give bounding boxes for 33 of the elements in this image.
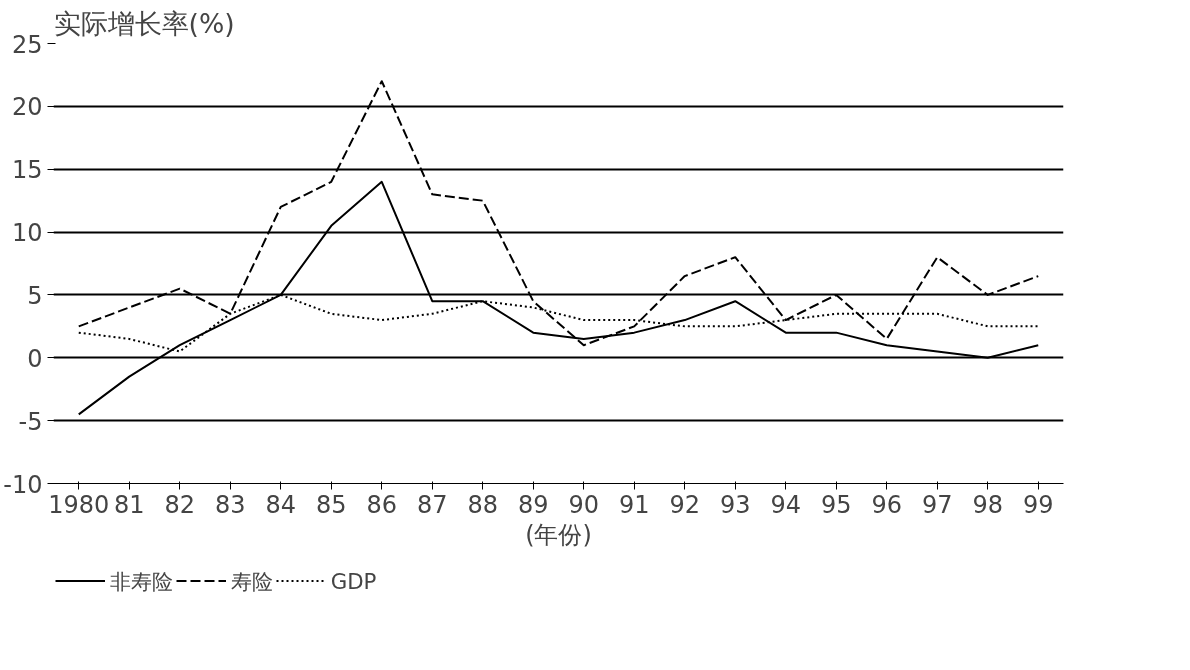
x-tick-label: 92 (669, 490, 701, 519)
x-tick-label: 86 (366, 490, 398, 519)
legend-label: GDP (330, 568, 377, 593)
y-tick-label: 25 (11, 30, 43, 59)
y-tick-label: 15 (11, 156, 43, 185)
x-tick-label: 81 (113, 490, 145, 519)
y-tick-label: -10 (3, 470, 43, 499)
legend-label: 非寿险 (109, 567, 173, 595)
x-tick-label: 91 (618, 490, 650, 519)
x-tick-label: 93 (719, 490, 751, 519)
x-tick-label: 98 (972, 490, 1004, 519)
x-axis-title: (年份) (525, 520, 592, 549)
x-tick-label: 96 (871, 490, 903, 519)
y-tick-label: 5 (27, 281, 43, 310)
x-tick-label: 90 (568, 490, 600, 519)
y-tick-label: 0 (27, 344, 43, 373)
y-tick-label: 20 (11, 93, 43, 122)
x-tick-label: 97 (921, 490, 953, 519)
x-tick-label: 1980 (48, 490, 110, 519)
x-tick-label: 94 (770, 490, 802, 519)
x-tick-label: 82 (164, 490, 196, 519)
y-tick-label: 10 (11, 219, 43, 248)
y-axis-title: 实际增长率(%) (53, 7, 235, 39)
x-tick-label: 85 (315, 490, 347, 519)
x-tick-label: 87 (416, 490, 448, 519)
x-tick-label: 84 (265, 490, 297, 519)
x-tick-label: 99 (1022, 490, 1054, 519)
x-tick-label: 89 (517, 490, 549, 519)
x-tick-label: 83 (214, 490, 246, 519)
x-tick-label: 95 (820, 490, 852, 519)
x-tick-label: 88 (467, 490, 499, 519)
y-tick-label: -5 (18, 407, 43, 436)
legend-label: 寿险 (230, 567, 273, 595)
